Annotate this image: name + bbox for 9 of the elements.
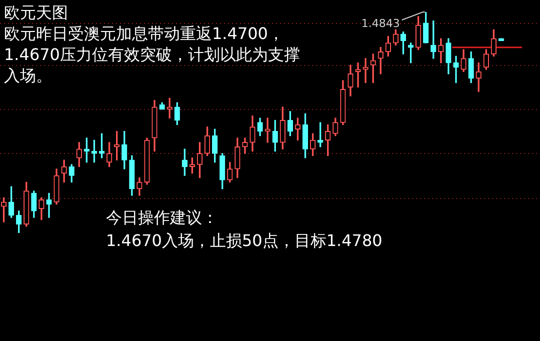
annotation: 1.4670入场，止损50点，目标1.4780 xyxy=(106,230,382,251)
annotation: 1.4843 xyxy=(361,16,400,30)
annotation: 今日操作建议： xyxy=(106,207,218,228)
text: 欧元昨日受澳元加息带动重返1.4700，1.4670压力位有效突破，计划以此为支撑入场。 xyxy=(4,23,301,86)
candlestick xyxy=(355,62,361,88)
candlestick xyxy=(453,56,459,84)
candlestick xyxy=(46,192,52,218)
candlestick xyxy=(362,58,368,84)
chart-title: 欧元天图 xyxy=(4,2,68,23)
